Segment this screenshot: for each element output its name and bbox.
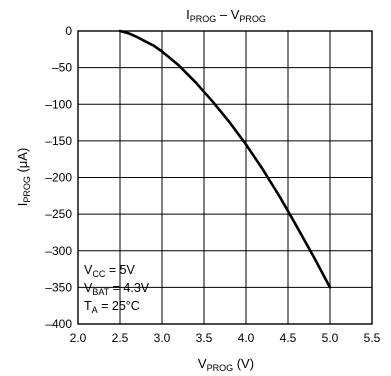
y-tick-label: –50 (52, 61, 72, 75)
y-tick-label: –250 (45, 207, 72, 221)
x-tick-label: 4.0 (238, 331, 255, 345)
y-tick-labels: 0 –50 –100 –150 –200 –250 –300 –350 –400 (45, 24, 72, 331)
chart-title: IPROG – VPROG (186, 7, 266, 24)
x-tick-label: 2.0 (70, 331, 87, 345)
annotation-vcc: VCC = 5V (84, 263, 136, 279)
conditions-annotation: VCC = 5V VBAT = 4.3V TA = 25°C (84, 263, 150, 315)
x-tick-label: 5.0 (322, 331, 339, 345)
title-vs-sub: PROG (239, 14, 266, 24)
plot-frame (77, 30, 373, 325)
y-tick-label: –200 (45, 171, 72, 185)
y-tick-label: –300 (45, 244, 72, 258)
annotation-ta: TA = 25°C (84, 299, 140, 315)
title-main: I (186, 7, 190, 22)
x-tick-label: 2.5 (112, 331, 129, 345)
y-tick-label: –350 (45, 280, 72, 294)
y-tick-label: 0 (65, 24, 72, 38)
y-axis-title: IPROG (μA) (15, 148, 32, 207)
x-axis-title: VPROG (V) (198, 356, 254, 373)
annotation-vbat: VBAT = 4.3V (84, 281, 150, 297)
series-line (118, 29, 332, 289)
x-tick-label: 4.5 (280, 331, 297, 345)
y-tick-label: –400 (45, 317, 72, 331)
title-main-sub: PROG (190, 14, 217, 24)
y-tick-label: –150 (45, 134, 72, 148)
title-sep: – (216, 7, 230, 22)
x-tick-labels: 2.0 2.5 3.0 3.5 4.0 4.5 5.0 5.5 (70, 331, 381, 345)
x-tick-label: 5.5 (364, 331, 381, 345)
title-vs: V (231, 7, 240, 22)
y-tick-label: –100 (45, 97, 72, 111)
x-tick-label: 3.0 (154, 331, 171, 345)
x-tick-label: 3.5 (196, 331, 213, 345)
